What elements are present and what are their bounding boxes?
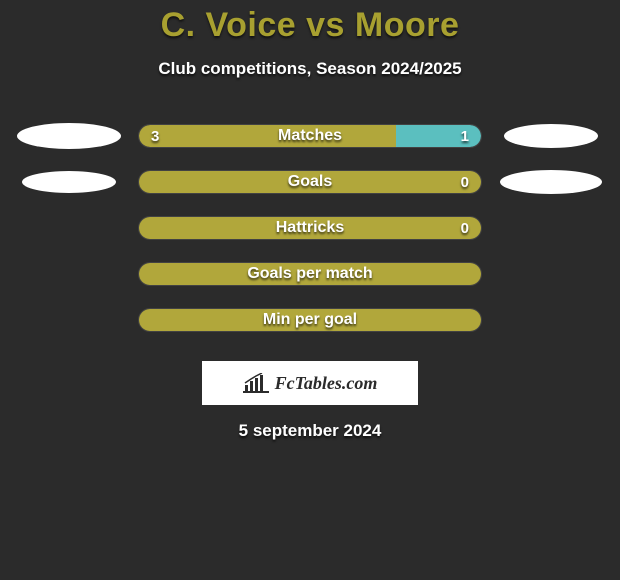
page-title: C. Voice vs Moore xyxy=(0,6,620,45)
left-side xyxy=(0,123,138,149)
stat-label: Goals per match xyxy=(139,263,481,285)
player-marker-right xyxy=(500,170,602,194)
stat-bar: 0Hattricks xyxy=(138,216,482,240)
stat-label: Goals xyxy=(139,171,481,193)
stat-bar: Min per goal xyxy=(138,308,482,332)
stat-row: 0Hattricks xyxy=(0,205,620,251)
right-side xyxy=(482,170,620,194)
attribution-text: FcTables.com xyxy=(275,373,378,394)
comparison-infographic: C. Voice vs Moore Club competitions, Sea… xyxy=(0,0,620,580)
stat-row: Min per goal xyxy=(0,297,620,343)
stat-row: 0Goals xyxy=(0,159,620,205)
stat-bar: 0Goals xyxy=(138,170,482,194)
stat-bar: 31Matches xyxy=(138,124,482,148)
footer-date: 5 september 2024 xyxy=(0,421,620,441)
stat-label: Matches xyxy=(139,125,481,147)
subtitle: Club competitions, Season 2024/2025 xyxy=(0,59,620,79)
stat-label: Hattricks xyxy=(139,217,481,239)
stat-row: 31Matches xyxy=(0,113,620,159)
stat-bar: Goals per match xyxy=(138,262,482,286)
attribution-box: FcTables.com xyxy=(202,361,418,405)
left-side xyxy=(0,171,138,193)
player-marker-right xyxy=(504,124,598,148)
player-marker-left xyxy=(22,171,116,193)
bar-chart-icon xyxy=(243,373,269,393)
right-side xyxy=(482,124,620,148)
stat-label: Min per goal xyxy=(139,309,481,331)
stat-row: Goals per match xyxy=(0,251,620,297)
chart-area: 31Matches 0Goals 0Hattricks Goals per match… xyxy=(0,113,620,343)
player-marker-left xyxy=(17,123,121,149)
